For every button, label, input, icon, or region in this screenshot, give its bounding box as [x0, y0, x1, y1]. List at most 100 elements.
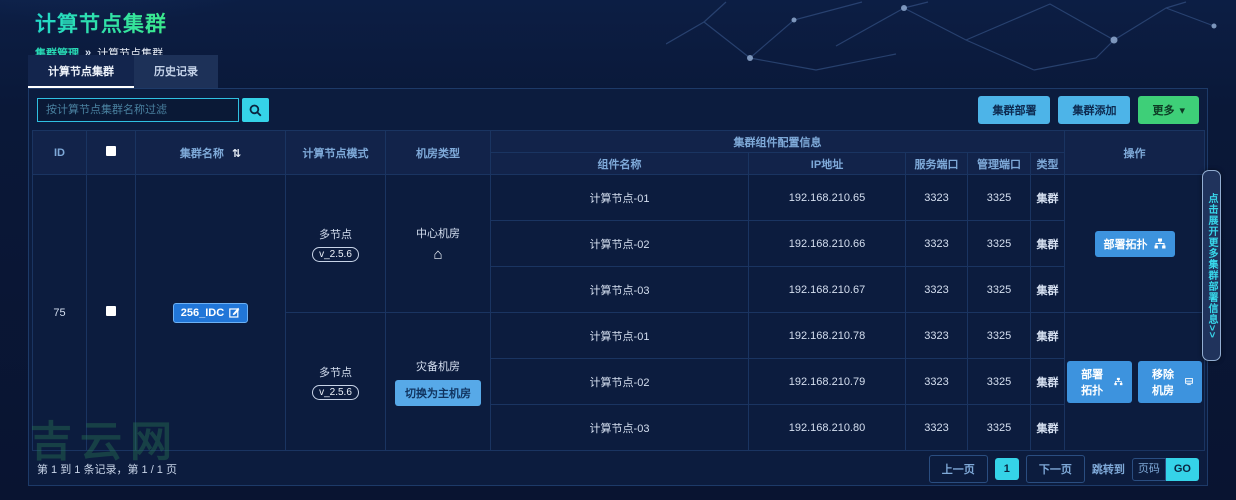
cell-service-port: 3323 — [905, 174, 968, 221]
search-button[interactable] — [242, 98, 269, 122]
constellation-pattern — [666, 1, 1217, 71]
col-header-operation: 操作 — [1064, 130, 1206, 175]
col-header-component-name: 组件名称 — [490, 152, 749, 175]
home-icon: ⌂ — [433, 245, 443, 263]
cell-component-name: 计算节点-02 — [490, 220, 749, 267]
cell-mgmt-port: 3325 — [967, 404, 1031, 451]
room-type-label: 灾备机房 — [416, 360, 460, 373]
remove-room-label: 移除机房 — [1151, 368, 1174, 397]
cell-component-name: 计算节点-02 — [490, 358, 749, 405]
table-row: 计算节点-03 192.168.210.67 3323 3325 集群 — [33, 266, 1205, 313]
cluster-name-badge[interactable]: 256_IDC — [172, 302, 249, 323]
cluster-deploy-button[interactable]: 集群部署 — [978, 96, 1051, 124]
col-header-component-group: 集群组件配置信息 — [489, 130, 1066, 153]
cell-component-name: 计算节点-03 — [490, 404, 749, 451]
table-row: 多节点 v_2.5.6 灾备机房 切换为主机房 计算节点-01 192.168.… — [33, 312, 1206, 451]
deploy-topology-button[interactable]: 部署拓扑 — [1094, 230, 1175, 257]
cell-node-mode: 多节点 v_2.5.6 — [285, 174, 386, 313]
cell-type: 集群 — [1029, 312, 1066, 359]
deploy-topology-label: 部署拓扑 — [1103, 238, 1148, 251]
cell-ip: 192.168.210.78 — [748, 312, 906, 359]
jump-group: GO — [1131, 457, 1199, 481]
cluster-name-label: 256_IDC — [180, 306, 225, 319]
tab-history[interactable]: 历史记录 — [134, 55, 218, 88]
cell-type: 集群 — [1029, 220, 1066, 267]
cell-cluster-name: 256_IDC — [135, 174, 286, 451]
node-mode-label: 多节点 — [319, 228, 352, 241]
next-page-button[interactable]: 下一页 — [1025, 455, 1085, 483]
pagination: 上一页 1 下一页 跳转到 GO — [928, 455, 1199, 483]
row-select-checkbox[interactable] — [106, 306, 116, 316]
more-button[interactable]: 更多 ▾ — [1138, 96, 1199, 124]
cell-service-port: 3323 — [905, 312, 968, 359]
table-row: 计算节点-02 192.168.210.66 3323 3325 集群 — [33, 220, 1205, 267]
cell-select — [86, 174, 136, 451]
version-badge: v_2.5.6 — [312, 246, 359, 262]
main-panel: 集群部署 集群添加 更多 ▾ ID 集群名称 ⇅ 计算节点模式 机房类型 — [28, 88, 1208, 486]
page-header: 计算节点集群 集群管理 » 计算节点集群 — [35, 8, 167, 61]
cell-id: 75 — [32, 174, 87, 451]
cell-operation: 部署拓扑 — [1064, 174, 1206, 313]
cell-service-port: 3323 — [905, 358, 968, 405]
tab-bar: 计算节点集群 历史记录 — [28, 55, 218, 88]
col-header-node-mode: 计算节点模式 — [285, 130, 386, 175]
cell-service-port: 3323 — [905, 404, 968, 451]
tab-cluster[interactable]: 计算节点集群 — [28, 55, 134, 88]
remove-room-button[interactable]: 移除机房 — [1137, 360, 1203, 403]
version-badge: v_2.5.6 — [312, 384, 359, 400]
cell-component-name: 计算节点-01 — [490, 312, 749, 359]
caret-down-icon: ▾ — [1179, 104, 1185, 117]
cell-component-name: 计算节点-01 — [490, 174, 749, 221]
select-all-checkbox[interactable] — [106, 146, 116, 156]
cell-type: 集群 — [1029, 266, 1066, 313]
cell-mgmt-port: 3325 — [967, 266, 1031, 313]
cell-type: 集群 — [1029, 358, 1066, 405]
cell-mgmt-port: 3325 — [967, 312, 1031, 359]
breadcrumb-separator: » — [85, 47, 92, 59]
col-header-ip: IP地址 — [748, 152, 906, 175]
expand-more-info-tab[interactable]: 点击展开更多集群部署信息>> — [1202, 170, 1221, 361]
edit-icon — [229, 307, 240, 318]
go-button[interactable]: GO — [1165, 457, 1199, 481]
col-header-mgmt-port: 管理端口 — [967, 152, 1031, 175]
cell-node-mode: 多节点 v_2.5.6 — [285, 312, 386, 451]
deploy-topology-label: 部署拓扑 — [1081, 368, 1104, 397]
cell-ip: 192.168.210.65 — [748, 174, 906, 221]
cell-operation: 部署拓扑 移除机房 — [1064, 312, 1206, 451]
remove-room-icon — [1185, 378, 1193, 386]
cell-ip: 192.168.210.66 — [748, 220, 906, 267]
cluster-add-button[interactable]: 集群添加 — [1058, 96, 1131, 124]
cell-mgmt-port: 3325 — [967, 358, 1031, 405]
sort-icon[interactable]: ⇅ — [231, 147, 242, 160]
col-header-cluster-name: 集群名称 ⇅ — [135, 130, 286, 175]
search-group — [37, 98, 269, 122]
cell-ip: 192.168.210.80 — [748, 404, 906, 451]
table-row: 75 256_IDC 多节点 v_2.5.6 中心机 — [32, 174, 1206, 451]
cell-service-port: 3323 — [905, 220, 968, 267]
prev-page-button[interactable]: 上一页 — [928, 455, 988, 483]
cell-mgmt-port: 3325 — [967, 174, 1031, 221]
expand-more-info-label: 点击展开更多集群部署信息>> — [1206, 192, 1217, 339]
page-title: 计算节点集群 — [35, 8, 167, 38]
table-footer: 第 1 到 1 条记录，第 1 / 1 页 上一页 1 下一页 跳转到 GO — [29, 453, 1207, 485]
switch-to-main-room-button[interactable]: 切换为主机房 — [395, 379, 481, 406]
deploy-topology-button[interactable]: 部署拓扑 — [1067, 360, 1132, 403]
search-icon — [249, 104, 262, 116]
search-input[interactable] — [37, 98, 239, 122]
records-info: 第 1 到 1 条记录，第 1 / 1 页 — [37, 464, 177, 476]
col-header-room-type: 机房类型 — [385, 130, 491, 175]
cell-type: 集群 — [1029, 404, 1066, 451]
table-row: 计算节点-03 192.168.210.80 3323 3325 集群 — [33, 404, 1205, 451]
col-header-id: ID — [32, 130, 87, 175]
cell-mgmt-port: 3325 — [967, 220, 1031, 267]
cluster-name-header-label: 集群名称 — [179, 147, 224, 160]
cell-room-type: 灾备机房 切换为主机房 — [385, 312, 491, 451]
col-header-select — [86, 130, 136, 175]
page-number-input[interactable] — [1131, 457, 1166, 481]
jump-to-label: 跳转到 — [1091, 464, 1125, 476]
cell-ip: 192.168.210.79 — [748, 358, 906, 405]
room-type-label: 中心机房 — [416, 227, 460, 240]
node-mode-label: 多节点 — [319, 366, 352, 379]
current-page-button[interactable]: 1 — [994, 458, 1019, 480]
cell-component-name: 计算节点-03 — [490, 266, 749, 313]
